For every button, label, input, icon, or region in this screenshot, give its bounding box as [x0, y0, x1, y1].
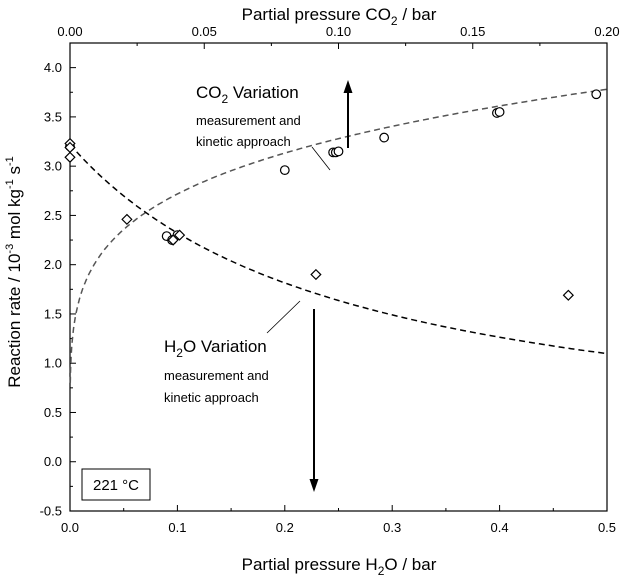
- h2o-variation-title: H2O Variation: [164, 337, 267, 360]
- x-top-tick-label: 0.00: [57, 24, 82, 39]
- y-tick-label: 3.5: [44, 109, 62, 124]
- h2o-variation-line2: kinetic approach: [164, 390, 259, 405]
- x-bottom-tick-label: 0.2: [276, 520, 294, 535]
- y-tick-label: 3.0: [44, 159, 62, 174]
- co2-leader-line: [311, 146, 331, 171]
- h2o-leader-line: [266, 300, 301, 334]
- h2o-data-point: [310, 268, 322, 281]
- x-top-tick-label: 0.10: [326, 24, 351, 39]
- y-tick-label: 4.0: [44, 60, 62, 75]
- h2o-data-point: [64, 151, 76, 163]
- tick-labels: 0.0 0.1 0.2 0.3 0.4 0.5 0.00 0.05 0.10 0.15 0.20 -0…: [40, 24, 620, 535]
- co2-data-point: [279, 165, 290, 175]
- co2-variation-title: CO2 Variation: [196, 83, 299, 106]
- h2o-data-point: [167, 234, 179, 246]
- co2-data-point: [591, 89, 602, 100]
- x-bottom-tick-label: 0.1: [168, 520, 186, 535]
- x-bottom-tick-label: 0.0: [61, 520, 79, 535]
- temperature-box: [81, 468, 151, 501]
- co2-data-point: [494, 107, 505, 117]
- x-top-tick-label: 0.15: [460, 24, 485, 39]
- y-tick-label: -0.5: [40, 504, 62, 519]
- data-markers: [64, 89, 602, 301]
- x-bottom-tick-label: 0.5: [598, 520, 616, 535]
- x-top-tick-label: 0.05: [192, 24, 217, 39]
- annotation-arrows: [266, 80, 353, 492]
- x-axis-bottom-title: Partial pressure H2O / bar: [242, 555, 437, 578]
- temperature-label: 221 °C: [93, 477, 139, 494]
- co2-variation-line2: kinetic approach: [196, 134, 291, 149]
- y-tick-label: 1.0: [44, 356, 62, 371]
- h2o-data-point: [562, 289, 574, 301]
- co2-variation-line1: measurement and: [196, 113, 301, 128]
- y-tick-label: 1.5: [44, 306, 62, 321]
- x-axis-top-title: Partial pressure CO2 / bar: [242, 5, 437, 28]
- axis-ticks: [69, 43, 608, 512]
- co2-data-point: [333, 146, 344, 157]
- x-bottom-tick-label: 0.3: [383, 520, 401, 535]
- co2-data-point: [379, 132, 390, 143]
- h2o-data-point: [173, 229, 186, 241]
- plot-frame: [69, 42, 608, 512]
- co2-arrow-head: [343, 80, 353, 93]
- h2o-fit-curve: [69, 143, 608, 355]
- y-tick-label: 0.0: [44, 454, 62, 469]
- x-bottom-tick-label: 0.4: [491, 520, 509, 535]
- y-tick-label: 0.5: [44, 405, 62, 420]
- h2o-arrow-head: [309, 479, 319, 492]
- y-tick-label: 2.5: [44, 208, 62, 223]
- x-top-tick-label: 0.20: [594, 24, 619, 39]
- co2-fit-curve: [69, 88, 608, 383]
- y-axis-title: Reaction rate / 10-3 mol kg-1 s-1: [4, 156, 24, 388]
- h2o-data-point: [121, 213, 133, 226]
- y-tick-label: 2.0: [44, 257, 62, 272]
- h2o-variation-line1: measurement and: [164, 368, 269, 383]
